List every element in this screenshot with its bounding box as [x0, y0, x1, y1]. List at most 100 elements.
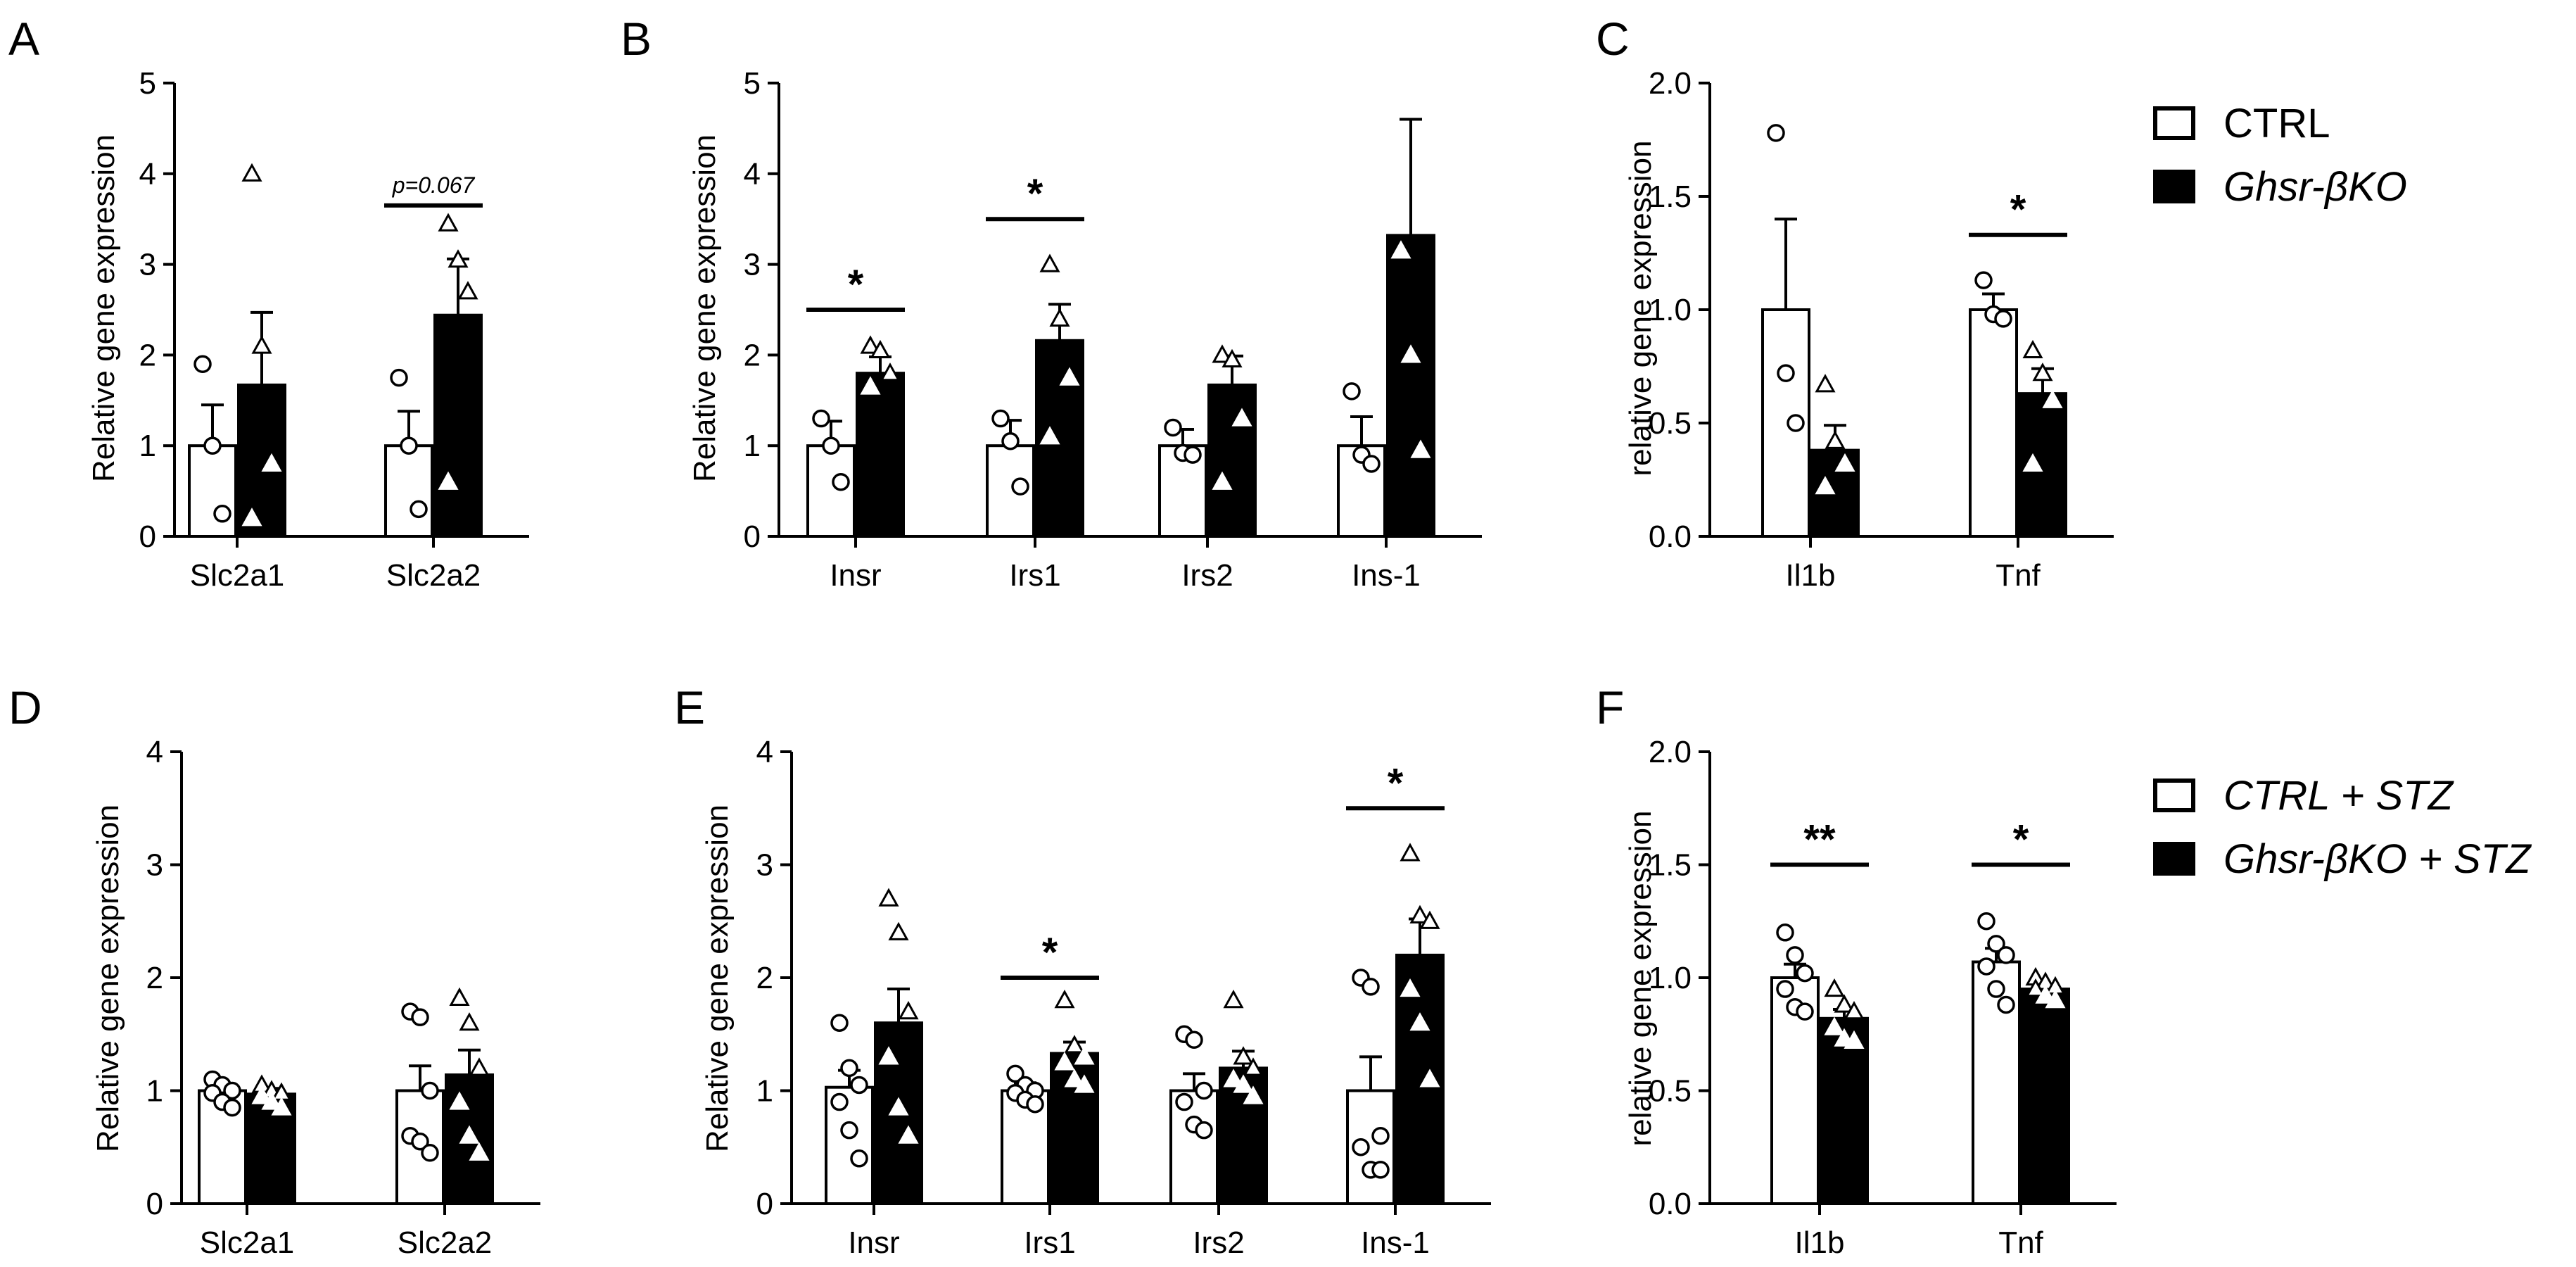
bar-ctrl	[806, 444, 856, 538]
legend-item-ko: Ghsr-βKO	[2153, 155, 2407, 218]
y-tick-label: 5	[139, 66, 156, 101]
data-point-circle	[1195, 1121, 1213, 1140]
data-point-triangle	[241, 163, 262, 182]
data-point-circle	[832, 472, 850, 491]
data-point-circle	[812, 409, 830, 428]
data-point-circle	[1796, 964, 1814, 983]
x-tick-label: Irs1	[1024, 1225, 1075, 1260]
data-point-circle	[1974, 271, 1993, 289]
data-point-circle	[1026, 1095, 1044, 1114]
data-point-triangle	[878, 888, 899, 907]
data-point-triangle	[1074, 1074, 1095, 1093]
significance-label: *	[1388, 760, 1404, 806]
panel-letter-b: B	[621, 13, 652, 65]
data-point-triangle	[1064, 1035, 1085, 1054]
panel-e: E 0 1 2 3 4 Relative gene expression Insr Irs1 Ir…	[674, 681, 1491, 1260]
data-point-circle	[1776, 924, 1794, 942]
data-point-triangle	[1243, 1057, 1264, 1076]
data-point-triangle	[2022, 339, 2043, 359]
data-point-triangle	[459, 1125, 480, 1144]
ko-stz-swatch	[2153, 842, 2195, 876]
data-point-circle	[1011, 477, 1029, 496]
data-point-triangle	[1824, 978, 1845, 997]
data-point-triangle	[1834, 994, 1855, 1013]
legend-label-ctrl: CTRL	[2223, 100, 2330, 146]
data-point-circle	[410, 500, 428, 519]
data-point-triangle	[1064, 1069, 1085, 1088]
data-point-circle	[1362, 455, 1381, 473]
y-axis-label: relative gene expression	[1623, 141, 1658, 477]
y-axis-label: Relative gene expression	[700, 805, 735, 1152]
x-tick-label: Insr	[848, 1225, 899, 1260]
y-tick-label: 0	[146, 1187, 163, 1221]
data-point-circle	[991, 409, 1010, 428]
y-tick-label: 4	[146, 735, 163, 769]
data-point-triangle	[459, 1012, 480, 1031]
y-tick-label: 2	[146, 961, 163, 995]
data-point-triangle	[1212, 344, 1233, 363]
ctrl-stz-swatch	[2153, 779, 2195, 812]
y-tick-label: 1.0	[1649, 293, 1692, 327]
data-point-circle	[1997, 995, 2015, 1014]
data-point-circle	[830, 1092, 849, 1111]
data-point-triangle	[1844, 1001, 1865, 1020]
data-point-circle	[1352, 1138, 1370, 1156]
data-point-triangle	[2022, 453, 2043, 472]
y-tick-label: 2.0	[1649, 66, 1692, 101]
data-point-triangle	[1400, 344, 1421, 363]
y-tick-label: 4	[744, 157, 761, 191]
y-tick-label: 1.5	[1649, 179, 1692, 214]
data-point-triangle	[878, 1046, 899, 1065]
bar-ko	[2021, 988, 2070, 1206]
panel-letter-a: A	[8, 13, 39, 65]
data-point-triangle	[888, 1097, 909, 1116]
data-point-triangle	[1074, 1046, 1095, 1065]
data-point-circle	[1787, 414, 1805, 432]
panel-b: B 0 1 2 3 4 5 Relative gene expression Insr Irs1 I…	[621, 13, 1482, 593]
legend-label-ctrl-stz: CTRL + STZ	[2223, 772, 2454, 819]
data-point-triangle	[1222, 348, 1243, 367]
data-point-triangle	[1243, 1085, 1264, 1104]
data-point-triangle	[1815, 374, 1836, 393]
y-tick-label: 0.0	[1649, 1187, 1692, 1221]
data-point-circle	[1175, 1092, 1193, 1111]
panel-letter-f: F	[1596, 681, 1624, 733]
bar-ko	[433, 313, 483, 538]
panel-letter-e: E	[674, 681, 705, 733]
data-point-triangle	[1039, 426, 1060, 445]
data-point-circle	[1994, 310, 2012, 328]
data-point-triangle	[469, 1057, 490, 1076]
data-point-triangle	[880, 363, 901, 382]
data-point-circle	[850, 1076, 868, 1095]
data-point-circle	[822, 436, 840, 455]
data-point-triangle	[469, 1142, 490, 1161]
data-point-circle	[1343, 382, 1361, 401]
data-point-triangle	[1824, 1016, 1845, 1035]
data-point-triangle	[438, 471, 459, 490]
significance-label: *	[1027, 171, 1043, 217]
legend-label-ko-stz: Ghsr-βKO + STZ	[2223, 836, 2531, 882]
data-point-circle	[1987, 935, 2005, 953]
bar-ctrl	[1969, 308, 2018, 538]
y-axis-label: relative gene expression	[1623, 811, 1658, 1147]
data-point-triangle	[1815, 476, 1836, 495]
bar-ko	[237, 383, 286, 538]
panel-c: C 0.0 0.5 1.0 1.5 2.0 relative gene expression…	[1596, 13, 2114, 593]
data-point-triangle	[1400, 843, 1421, 862]
data-point-triangle	[1834, 453, 1855, 472]
data-point-triangle	[1233, 1074, 1254, 1093]
bar-ko	[1207, 383, 1257, 538]
data-point-triangle	[261, 453, 282, 472]
data-point-circle	[850, 1149, 868, 1168]
data-point-triangle	[2032, 363, 2053, 382]
bar-ctrl	[384, 444, 433, 538]
x-tick-label: Tnf	[1996, 558, 2041, 593]
y-tick-label: 1.5	[1649, 848, 1692, 883]
legend-bottom: CTRL + STZ Ghsr-βKO + STZ	[2153, 764, 2531, 890]
data-point-circle	[1796, 1002, 1814, 1021]
legend-item-ko-stz: Ghsr-βKO + STZ	[2153, 827, 2531, 890]
data-point-triangle	[1825, 430, 1846, 449]
x-tick-label: Irs1	[1009, 558, 1060, 593]
x-tick-label: Ins-1	[1361, 1225, 1430, 1260]
